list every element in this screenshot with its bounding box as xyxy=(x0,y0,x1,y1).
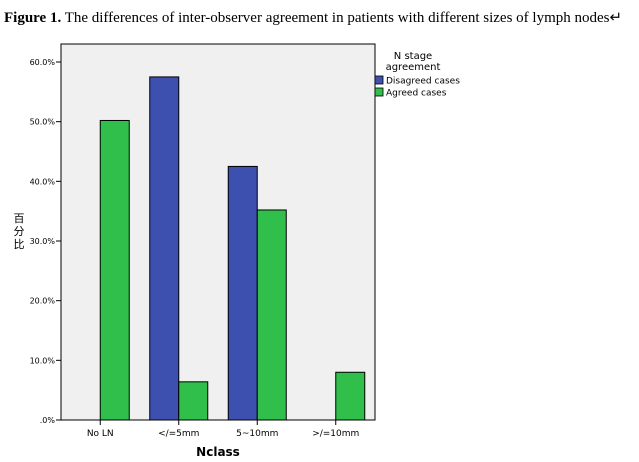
y-tick-label: 50.0% xyxy=(30,118,56,127)
y-axis: .0% 10.0% 20.0% 30.0% 40.0% 50.0% 60.0% xyxy=(30,58,61,425)
bar-agreed-0 xyxy=(99,119,130,421)
bars xyxy=(99,76,366,421)
figure-caption-label: Figure 1. xyxy=(4,10,62,26)
x-tick-label: >/=10mm xyxy=(312,429,359,439)
legend-swatch xyxy=(374,87,384,97)
y-tick-label: 30.0% xyxy=(30,237,56,246)
y-tick-label: 60.0% xyxy=(30,58,56,67)
bar-agreed-2 xyxy=(256,209,287,421)
x-axis: No LN </=5mm 5~10mm >/=10mm xyxy=(87,420,359,439)
y-axis-title: 百分比 xyxy=(14,212,25,251)
bar-agreed-3 xyxy=(335,371,366,421)
legend-label: Agreed cases xyxy=(386,89,447,99)
y-tick-label: 20.0% xyxy=(30,297,56,306)
x-tick-label: No LN xyxy=(87,429,114,439)
bar-agreed-1 xyxy=(178,381,209,421)
bar-disagreed-1 xyxy=(149,76,180,421)
figure-caption-text: The differences of inter-observer agreem… xyxy=(61,10,623,26)
x-tick-label: </=5mm xyxy=(158,429,199,439)
y-tick-label: 40.0% xyxy=(30,177,56,186)
figure-caption: Figure 1. The differences of inter-obser… xyxy=(4,8,636,27)
x-tick-label: 5~10mm xyxy=(236,429,278,439)
legend-swatch xyxy=(374,75,384,85)
legend-title-line: N stage xyxy=(394,51,432,62)
bar-disagreed-2 xyxy=(227,165,258,421)
y-axis-title-char: 百 xyxy=(14,212,25,225)
x-axis-title: Nclass xyxy=(196,445,240,459)
y-axis-title-char: 比 xyxy=(14,238,25,251)
legend-label: Disagreed cases xyxy=(386,77,460,87)
y-tick-label: 10.0% xyxy=(30,356,56,365)
legend-title-line: agreement xyxy=(386,62,441,73)
y-axis-title-char: 分 xyxy=(14,225,25,238)
y-tick-label: .0% xyxy=(40,416,56,425)
